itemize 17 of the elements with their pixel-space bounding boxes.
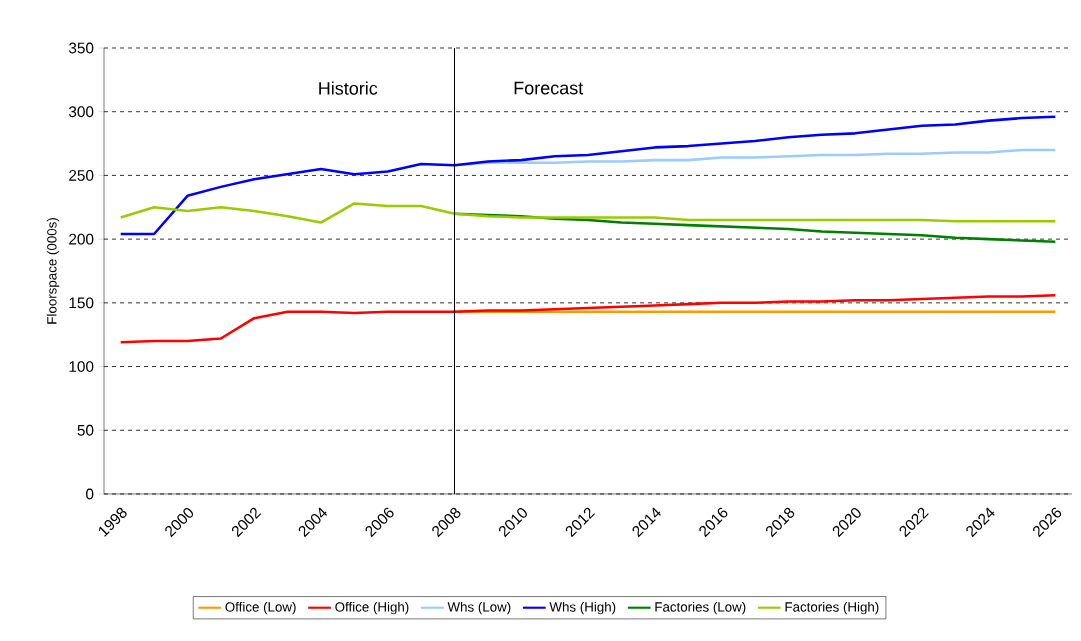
y-tick-label: 200: [69, 233, 94, 245]
y-tick-label: 150: [69, 297, 94, 309]
legend-label: Whs (High): [549, 601, 616, 615]
y-tick-label: 350: [68, 42, 94, 54]
legend-label: Office (High): [335, 601, 409, 615]
annotation: Historic: [319, 81, 378, 95]
y-tick-label: 0: [86, 488, 94, 500]
legend-label: Factories (High): [785, 601, 879, 615]
legend-label: Factories (Low): [655, 601, 746, 615]
legend-label: Office (Low): [225, 601, 296, 615]
legend-label: Whs (Low): [447, 601, 511, 615]
annotation: Forecast: [514, 81, 584, 95]
y-tick-label: 300: [68, 106, 94, 118]
y-axis-title: Floorspace (000s): [46, 218, 60, 324]
y-tick-label: 100: [69, 361, 94, 372]
y-tick-label: 50: [77, 424, 94, 436]
y-tick-label: 250: [69, 169, 94, 181]
